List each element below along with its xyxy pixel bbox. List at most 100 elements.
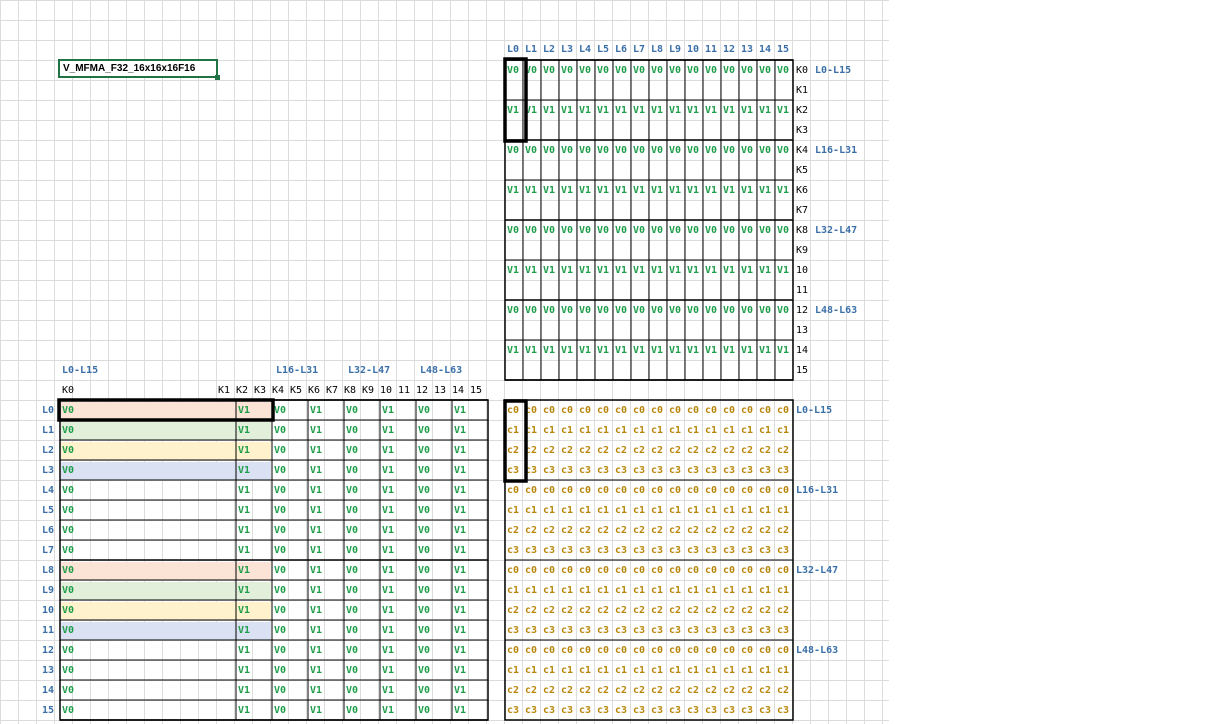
a-cell-value: V1 bbox=[238, 625, 251, 636]
c-cell-value: c2 bbox=[669, 685, 682, 696]
c-cell-value: c1 bbox=[669, 585, 682, 596]
b-cell-value: V0 bbox=[777, 145, 790, 156]
b-cell-value: V0 bbox=[543, 145, 556, 156]
c-cell-value: c2 bbox=[777, 605, 790, 616]
b-cell-value: V1 bbox=[615, 265, 628, 276]
c-cell-value: c0 bbox=[705, 565, 718, 576]
c-block-label: L0-L15 bbox=[796, 405, 833, 416]
c-cell-value: c1 bbox=[615, 425, 628, 436]
c-block-label: L16-L31 bbox=[796, 485, 839, 496]
b-col-header: 10 bbox=[687, 44, 700, 55]
b-cell-value: V1 bbox=[777, 265, 790, 276]
a-cell-value: V1 bbox=[238, 565, 251, 576]
a-row-highlight bbox=[61, 602, 271, 620]
c-cell-value: c0 bbox=[597, 645, 610, 656]
b-cell-value: V1 bbox=[597, 185, 610, 196]
a-cell-value: V0 bbox=[346, 425, 359, 436]
c-cell-value: c2 bbox=[705, 685, 718, 696]
b-cell-value: V0 bbox=[507, 225, 520, 236]
b-cell-value: V0 bbox=[543, 305, 556, 316]
c-cell-value: c0 bbox=[597, 485, 610, 496]
a-cell-value: V1 bbox=[238, 685, 251, 696]
a-cell-value: V1 bbox=[382, 585, 395, 596]
b-cell-value: V0 bbox=[777, 305, 790, 316]
b-cell-value: V0 bbox=[633, 145, 646, 156]
c-cell-value: c0 bbox=[525, 485, 538, 496]
b-cell-value: V1 bbox=[579, 265, 592, 276]
c-cell-value: c1 bbox=[705, 425, 718, 436]
a-cell-value: V0 bbox=[62, 665, 75, 676]
a-row-label: L7 bbox=[42, 545, 55, 556]
a-cell-value: V1 bbox=[310, 705, 323, 716]
a-row-label: 14 bbox=[42, 685, 55, 696]
b-cell-value: V0 bbox=[543, 65, 556, 76]
c-cell-value: c3 bbox=[669, 465, 682, 476]
a-cell-value: V0 bbox=[418, 585, 431, 596]
a-cell-value: V1 bbox=[310, 525, 323, 536]
a-cell-value: V1 bbox=[310, 565, 323, 576]
c-cell-value: c0 bbox=[633, 565, 646, 576]
b-cell-value: V1 bbox=[597, 345, 610, 356]
b-row-label: K2 bbox=[796, 105, 809, 116]
c-cell-value: c3 bbox=[777, 625, 790, 636]
a-cell-value: V0 bbox=[346, 545, 359, 556]
c-cell-value: c3 bbox=[723, 625, 736, 636]
a-cell-value: V1 bbox=[382, 665, 395, 676]
a-cell-value: V0 bbox=[62, 425, 75, 436]
b-cell-value: V0 bbox=[723, 225, 736, 236]
b-cell-value: V1 bbox=[507, 345, 520, 356]
c-cell-value: c0 bbox=[615, 645, 628, 656]
b-cell-value: V1 bbox=[669, 105, 682, 116]
c-cell-value: c0 bbox=[651, 645, 664, 656]
b-col-header: 15 bbox=[777, 44, 790, 55]
c-cell-value: c3 bbox=[525, 705, 538, 716]
b-cell-value: V1 bbox=[615, 105, 628, 116]
c-cell-value: c3 bbox=[687, 465, 700, 476]
c-cell-value: c1 bbox=[579, 665, 592, 676]
c-cell-value: c1 bbox=[597, 505, 610, 516]
a-cell-value: V0 bbox=[62, 405, 75, 416]
a-row-label: 10 bbox=[42, 605, 55, 616]
a-cell-value: V0 bbox=[346, 665, 359, 676]
a-row-label: 15 bbox=[42, 705, 55, 716]
b-cell-value: V1 bbox=[759, 265, 772, 276]
c-cell-value: c3 bbox=[543, 625, 556, 636]
b-cell-value: V0 bbox=[615, 305, 628, 316]
a-col-header: K5 bbox=[290, 385, 303, 396]
c-cell-value: c3 bbox=[723, 545, 736, 556]
b-row-label: K4 bbox=[796, 145, 809, 156]
c-cell-value: c2 bbox=[507, 685, 520, 696]
c-cell-value: c2 bbox=[777, 685, 790, 696]
a-cell-value: V1 bbox=[454, 645, 467, 656]
b-cell-value: V1 bbox=[759, 185, 772, 196]
a-cell-value: V1 bbox=[382, 565, 395, 576]
b-cell-value: V1 bbox=[669, 185, 682, 196]
c-cell-value: c1 bbox=[723, 505, 736, 516]
c-cell-value: c0 bbox=[543, 405, 556, 416]
c-cell-value: c0 bbox=[633, 405, 646, 416]
a-cell-value: V0 bbox=[346, 625, 359, 636]
b-cell-value: V1 bbox=[759, 105, 772, 116]
c-cell-value: c2 bbox=[723, 685, 736, 696]
a-cell-value: V0 bbox=[346, 485, 359, 496]
b-cell-value: V0 bbox=[741, 305, 754, 316]
b-col-header: 12 bbox=[723, 44, 736, 55]
c-cell-value: c1 bbox=[543, 505, 556, 516]
a-col-header: K3 bbox=[254, 385, 267, 396]
b-cell-value: V0 bbox=[633, 225, 646, 236]
c-cell-value: c0 bbox=[561, 565, 574, 576]
a-cell-value: V0 bbox=[418, 545, 431, 556]
a-row-label: 13 bbox=[42, 665, 55, 676]
c-cell-value: c1 bbox=[741, 505, 754, 516]
c-cell-value: c1 bbox=[687, 585, 700, 596]
b-col-header: 14 bbox=[759, 44, 772, 55]
a-col-header: K8 bbox=[344, 385, 357, 396]
c-cell-value: c2 bbox=[597, 445, 610, 456]
c-cell-value: c1 bbox=[741, 425, 754, 436]
b-row-label: 11 bbox=[796, 285, 809, 296]
c-cell-value: c0 bbox=[705, 405, 718, 416]
b-cell-value: V1 bbox=[633, 265, 646, 276]
a-row-label: L9 bbox=[42, 585, 55, 596]
selected-cell-title[interactable]: V_MFMA_F32_16x16x16F16 bbox=[58, 59, 220, 80]
